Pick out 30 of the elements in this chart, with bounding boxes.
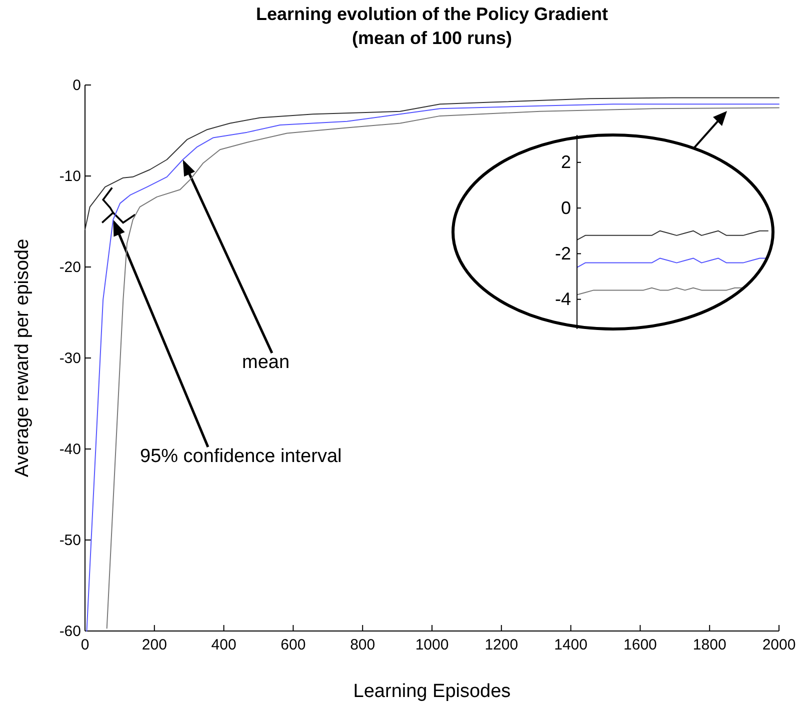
x-tick-label: 400 <box>211 636 236 654</box>
line-series <box>84 97 780 230</box>
x-tick-label: 1800 <box>692 636 726 654</box>
x-tick-label: 600 <box>280 636 306 654</box>
chart-title: Learning evolution of the Policy Gradient (mean of 100 runs) <box>256 4 608 48</box>
y-axis-title: Average reward per episode <box>12 238 33 478</box>
y-tick-label: -50 <box>59 532 81 549</box>
y-tick-label: -4 <box>554 289 571 310</box>
y-tick-label: -2 <box>554 243 571 264</box>
x-tick-label: 800 <box>350 636 376 654</box>
x-tick-label: 2000 <box>762 636 796 654</box>
y-tick-label: -30 <box>59 350 81 367</box>
x-tick-label: 200 <box>142 636 167 654</box>
y-tick-label: -10 <box>59 168 81 185</box>
y-tick-label: -60 <box>59 622 81 640</box>
x-tick-label: 1400 <box>554 636 588 654</box>
line-series <box>576 258 768 268</box>
line-series <box>576 230 768 240</box>
y-tick-label: 0 <box>72 76 81 94</box>
x-axis-title: Learning Episodes <box>353 681 511 702</box>
x-tick-label: 1000 <box>415 636 449 654</box>
annotation: 95% confidence interval <box>140 446 342 467</box>
x-tick-label: 1600 <box>624 636 657 654</box>
y-tick-label: -40 <box>59 440 81 458</box>
x-tick-label: 1200 <box>484 636 518 654</box>
line-series <box>576 287 744 296</box>
annotation: mean <box>242 352 290 373</box>
y-tick-label: -20 <box>59 258 81 276</box>
y-tick-label: 0 <box>560 198 571 218</box>
y-tick-label: 2 <box>560 152 571 172</box>
